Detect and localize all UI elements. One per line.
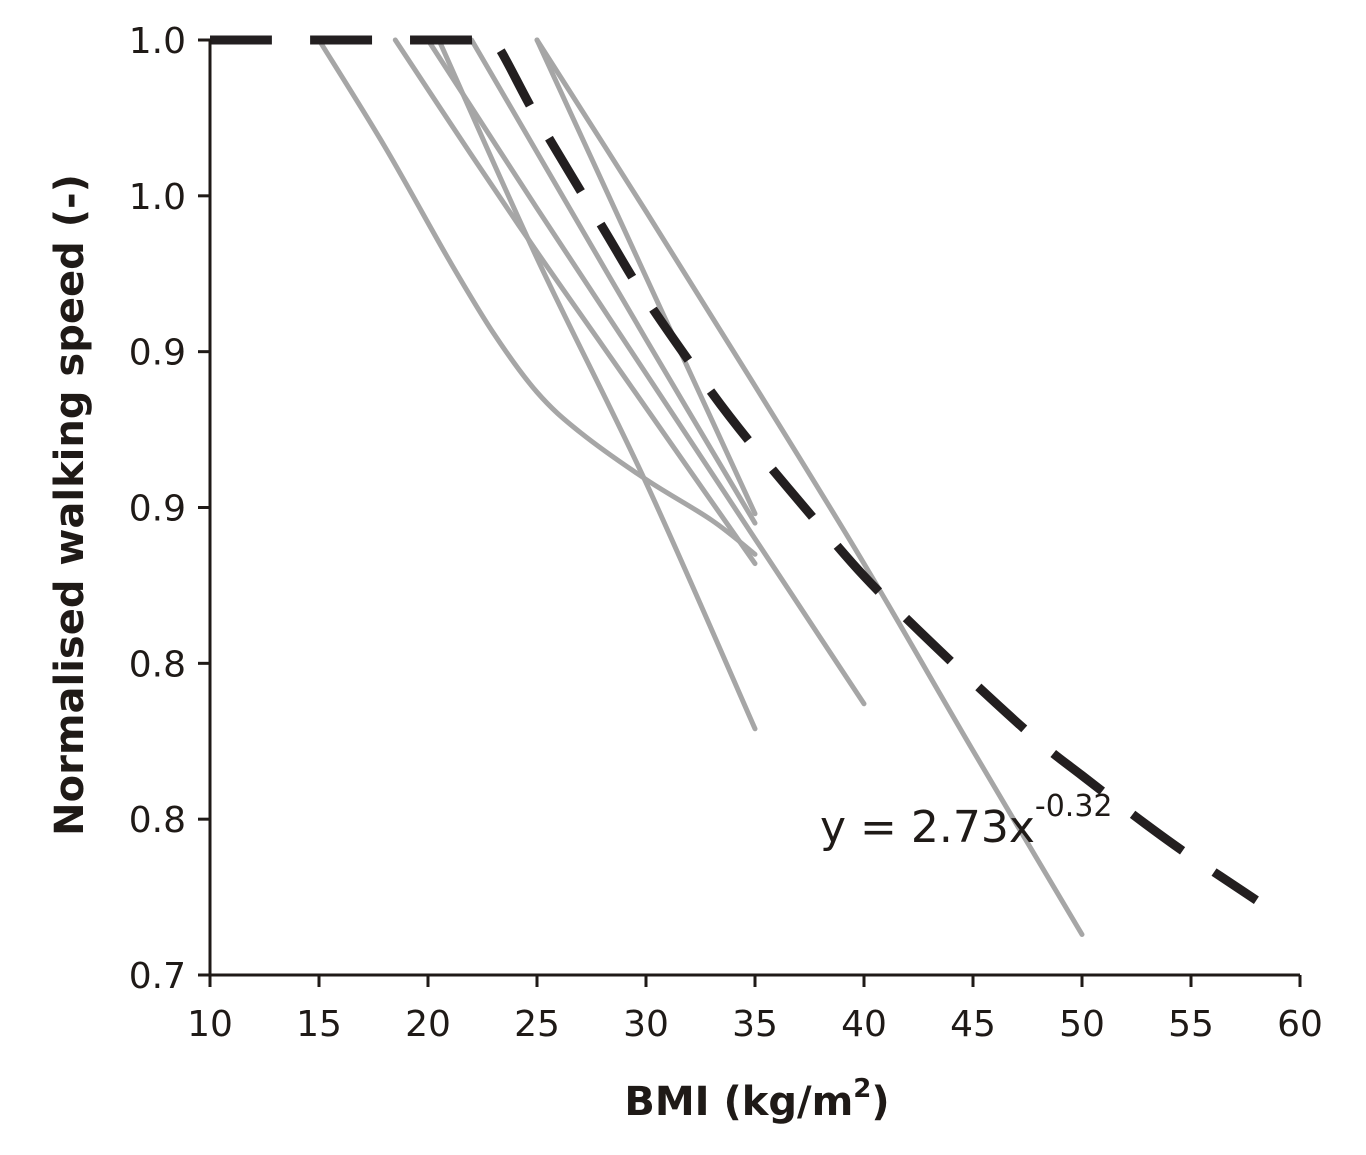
y-tick-label: 0.8 [129, 644, 186, 685]
y-axis-title: Normalised walking speed (-) [47, 174, 93, 836]
x-tick-label: 10 [187, 1004, 233, 1045]
x-tick-label: 40 [841, 1004, 887, 1045]
series-line-3 [436, 37, 758, 732]
axes-layer [208, 40, 1300, 977]
y-tick-label: 1.0 [129, 177, 186, 218]
x-tick-label: 50 [1059, 1004, 1105, 1045]
x-tick-label: 15 [296, 1004, 342, 1045]
ticks-layer: 0.7 0.8 0.8 0.9 0.9 1.0 1.0 10 15 20 25 30 35 40 45 50 5… [129, 21, 1323, 1045]
x-tick-label: 60 [1277, 1004, 1323, 1045]
x-tick-label: 25 [514, 1004, 560, 1045]
x-tick-label: 30 [623, 1004, 669, 1045]
y-tick-label: 0.7 [129, 956, 186, 997]
y-tick-label: 0.9 [129, 333, 186, 374]
series-line-1 [316, 37, 758, 557]
x-tick-label: 55 [1168, 1004, 1214, 1045]
trend-layer [209, 29, 1259, 904]
series-line-5 [469, 37, 758, 526]
trend-equation-exponent: -0.32 [1035, 789, 1113, 824]
y-tick-label: 1.0 [129, 21, 186, 62]
trend-equation: y = 2.73x-0.32 [820, 789, 1113, 853]
x-tick-label: 45 [950, 1004, 996, 1045]
series-layer [316, 37, 1085, 937]
y-tick-label: 0.8 [129, 800, 186, 841]
series-line-4 [425, 37, 867, 707]
x-axis-title: BMI (kg/m2) [624, 1074, 889, 1125]
x-tick-label: 20 [405, 1004, 451, 1045]
x-tick-label: 35 [732, 1004, 778, 1045]
series-line-6 [534, 37, 758, 517]
trend-line [209, 29, 1259, 904]
series-line-2 [392, 37, 758, 567]
x-axis-title-superscript: 2 [853, 1074, 871, 1104]
y-tick-label: 0.9 [129, 489, 186, 530]
series-line-7 [534, 37, 1085, 937]
